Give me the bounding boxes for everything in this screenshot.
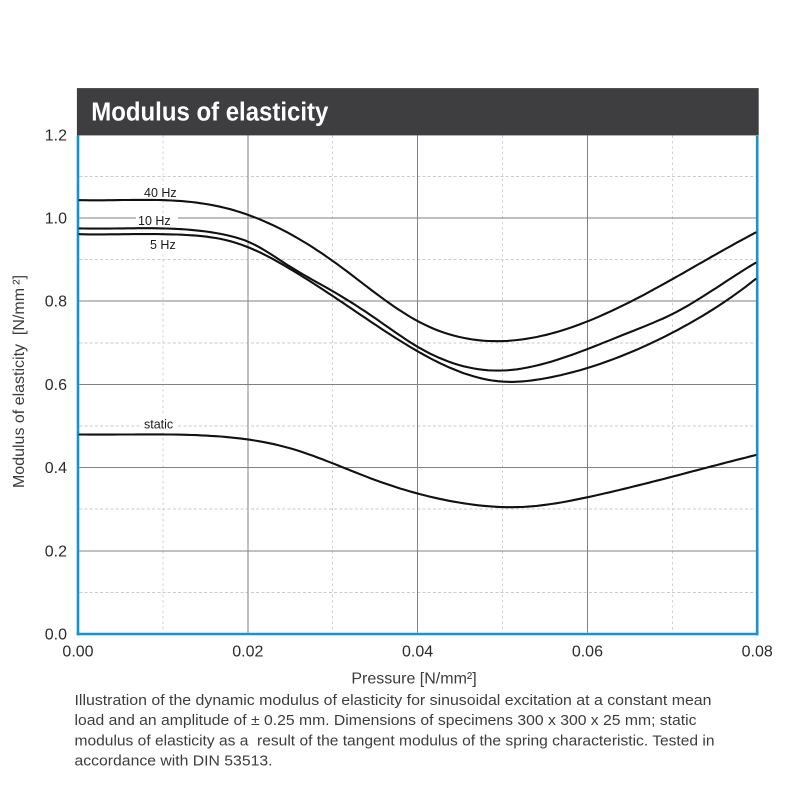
- svg-text:Modulus of elasticity [N/mm ²: Modulus of elasticity [N/mm ²]: [11, 275, 28, 488]
- svg-text:10 Hz: 10 Hz: [138, 214, 171, 228]
- svg-text:0.06: 0.06: [572, 644, 603, 661]
- svg-text:0.08: 0.08: [742, 644, 773, 661]
- svg-text:modulus of elasticity as a re: modulus of elasticity as a result of the…: [75, 732, 715, 749]
- svg-text:1.2: 1.2: [45, 127, 67, 144]
- svg-text:0.02: 0.02: [232, 644, 263, 661]
- svg-text:40 Hz: 40 Hz: [144, 186, 177, 200]
- svg-text:static: static: [144, 418, 173, 432]
- svg-text:accordance with DIN 53513.: accordance with DIN 53513.: [75, 753, 273, 770]
- svg-text:0.00: 0.00: [62, 644, 93, 661]
- svg-text:0.6: 0.6: [45, 377, 67, 394]
- svg-text:1.0: 1.0: [45, 211, 67, 228]
- svg-text:load and an amplitude of ± 0.2: load and an amplitude of ± 0.25 mm. Dime…: [75, 712, 698, 729]
- svg-text:0.2: 0.2: [45, 543, 67, 560]
- svg-text:0.4: 0.4: [45, 460, 67, 477]
- svg-text:0.0: 0.0: [45, 627, 67, 644]
- svg-text:0.04: 0.04: [402, 644, 433, 661]
- svg-text:Modulus of elasticity: Modulus of elasticity: [91, 99, 329, 127]
- svg-text:5 Hz: 5 Hz: [150, 238, 176, 252]
- svg-text:0.8: 0.8: [45, 294, 67, 311]
- svg-text:Pressure [N/mm²]: Pressure [N/mm²]: [351, 671, 476, 688]
- svg-text:Illustration of the dynamic mo: Illustration of the dynamic modulus of e…: [75, 692, 712, 709]
